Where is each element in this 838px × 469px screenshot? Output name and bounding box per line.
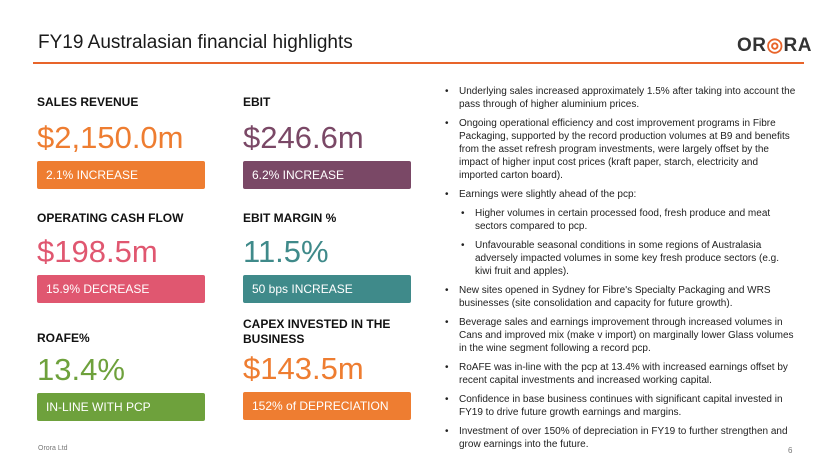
metric-capex: CAPEX INVESTED IN THE BUSINESS $143.5m 1… — [243, 317, 411, 420]
metric-label: ROAFE% — [37, 331, 90, 345]
metric-value: $198.5m — [37, 234, 158, 269]
metric-bar: IN-LINE WITH PCP — [37, 393, 205, 421]
page-title: FY19 Australasian financial highlights — [38, 32, 353, 53]
page-number: 6 — [788, 446, 793, 455]
metric-value: $246.6m — [243, 120, 364, 155]
metric-bar: 15.9% DECREASE — [37, 275, 205, 303]
metric-label: EBIT — [243, 95, 271, 109]
metric-roafe: ROAFE% 13.4% IN-LINE WITH PCP — [37, 331, 205, 421]
commentary-list: Underlying sales increased approximately… — [444, 85, 796, 457]
metric-value: $143.5m — [243, 351, 364, 386]
metric-bar: 6.2% INCREASE — [243, 161, 411, 189]
list-item: Unfavourable seasonal conditions in some… — [460, 239, 796, 278]
metric-ebit-margin: EBIT MARGIN % 11.5% 50 bps INCREASE — [243, 211, 411, 303]
list-item: Investment of over 150% of depreciation … — [444, 425, 796, 451]
header-divider — [33, 62, 804, 64]
metric-value: $2,150.0m — [37, 120, 184, 155]
list-item: Ongoing operational efficiency and cost … — [444, 117, 796, 182]
footer-company: Orora Ltd — [38, 445, 68, 452]
metric-label: SALES REVENUE — [37, 95, 139, 109]
list-item: Confidence in base business continues wi… — [444, 393, 796, 419]
list-item: Underlying sales increased approximately… — [444, 85, 796, 111]
metric-bar: 50 bps INCREASE — [243, 275, 411, 303]
metric-sales-revenue: SALES REVENUE $2,150.0m 2.1% INCREASE — [37, 95, 205, 189]
metric-label: CAPEX INVESTED IN THE BUSINESS — [243, 317, 391, 346]
metric-operating-cash-flow: OPERATING CASH FLOW $198.5m 15.9% DECREA… — [37, 211, 205, 303]
metric-label: EBIT MARGIN % — [243, 211, 337, 225]
list-item: RoAFE was in-line with the pcp at 13.4% … — [444, 361, 796, 387]
metric-value: 13.4% — [37, 352, 125, 387]
metric-label: OPERATING CASH FLOW — [37, 211, 184, 225]
orora-logo: OR◎RA — [737, 34, 812, 57]
list-item: Earnings were slightly ahead of the pcp: — [444, 188, 796, 201]
metric-bar: 2.1% INCREASE — [37, 161, 205, 189]
list-item: New sites opened in Sydney for Fibre's S… — [444, 284, 796, 310]
list-item: Beverage sales and earnings improvement … — [444, 316, 796, 355]
logo-suffix: RA — [783, 35, 812, 56]
list-item: Higher volumes in certain processed food… — [460, 207, 796, 233]
logo-prefix: OR — [736, 35, 767, 56]
metric-value: 11.5% — [243, 234, 329, 269]
metric-ebit: EBIT $246.6m 6.2% INCREASE — [243, 95, 411, 189]
logo-ring-icon: ◎ — [766, 35, 784, 56]
metric-bar: 152% of DEPRECIATION — [243, 392, 411, 420]
